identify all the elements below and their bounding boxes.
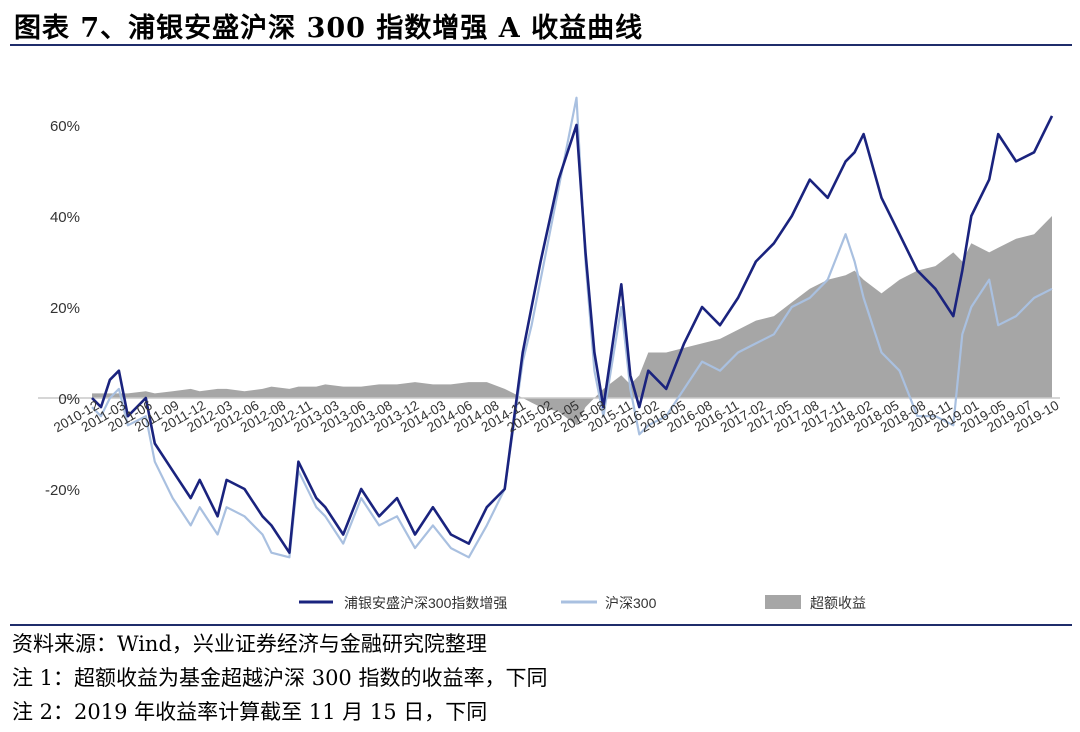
y-tick-label: 0%: [58, 391, 80, 408]
excess-area-layer: [92, 216, 1052, 426]
footnote-2: 注 2：2019 年收益率计算截至 11 月 15 日，下同: [12, 700, 488, 724]
legend-label-excess: 超额收益: [810, 595, 866, 611]
series-line-fund: [91, 115, 1054, 555]
y-tick-label: 60%: [50, 118, 80, 135]
figure-title: 图表 7、浦银安盛沪深 300 指数增强 A 收益曲线: [14, 13, 644, 44]
footer-rule: [10, 624, 1072, 626]
legend: 浦银安盛沪深300指数增强 沪深300 超额收益: [299, 595, 866, 611]
y-tick-labels: 60% 40% 20% 0% -20%: [45, 118, 80, 499]
series-line-index: [91, 96, 1053, 559]
line-chart: 60%40%20%0%-20% 2010-122011-032011-06201…: [38, 96, 1062, 611]
y-tick-label: 40%: [50, 209, 80, 226]
y-tick-label: 20%: [50, 300, 80, 317]
y-tick-label: -20%: [45, 482, 80, 499]
series-area-excess: [92, 216, 1052, 426]
legend-label-fund: 浦银安盛沪深300指数增强: [344, 595, 507, 611]
title-rule: [10, 44, 1072, 46]
legend-swatch-excess: [765, 595, 801, 609]
footnote-1: 注 1：超额收益为基金超越沪深 300 指数的收益率，下同: [12, 666, 548, 690]
series-line-layer: [91, 96, 1054, 559]
source-note: 资料来源：Wind，兴业证券经济与金融研究院整理: [12, 632, 487, 656]
legend-label-index: 沪深300: [605, 595, 657, 611]
